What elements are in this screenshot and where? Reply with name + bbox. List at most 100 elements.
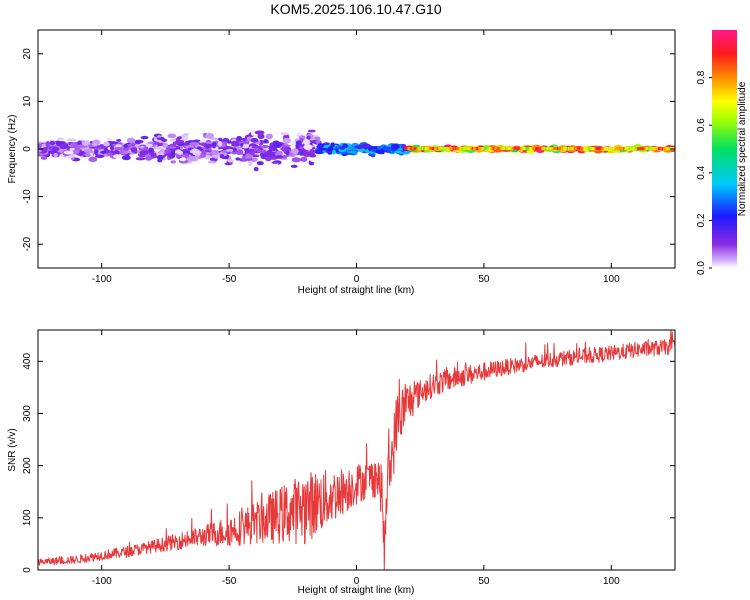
- spectrogram-cell: [130, 147, 138, 153]
- spectrogram-cell: [84, 152, 91, 158]
- spectrogram-cell: [211, 149, 219, 156]
- spectrogram-cell: [275, 150, 283, 157]
- spectrogram-cell: [66, 138, 77, 142]
- spectrogram-cell: [232, 147, 237, 152]
- spectrogram-cell: [633, 144, 642, 148]
- spectrogram-cell: [282, 137, 291, 144]
- snr-frame: [37, 329, 676, 571]
- spectrogram-cell: [309, 149, 316, 154]
- spectrogram-cell: [140, 135, 149, 140]
- spectrogram-ylabel: Frequency (Hz): [7, 115, 18, 184]
- spectrogram-cell: [271, 161, 279, 164]
- snr-series-line: [38, 330, 675, 570]
- snr-panel: -100 -50 0 50 100 0 100 200 300 400 Height of str…: [7, 329, 676, 596]
- spectrogram-cell: [176, 150, 184, 155]
- spectrogram-cell: [189, 142, 199, 146]
- spectrogram-cell: [331, 149, 336, 155]
- spectrogram-ytick-label: -10: [22, 189, 33, 204]
- spectrogram-cell: [526, 149, 535, 154]
- spectrogram-cell: [91, 142, 97, 147]
- spectrogram-cell: [196, 146, 202, 150]
- spectrogram-xtick-label: -50: [222, 274, 237, 285]
- snr-xtick-label: 0: [354, 576, 360, 587]
- spectrogram-cell: [308, 154, 317, 158]
- spectrogram-cell: [299, 138, 304, 142]
- spectrogram-cell: [179, 157, 187, 162]
- spectrogram-cell: [248, 160, 253, 167]
- spectrogram-cell: [116, 138, 122, 142]
- spectrogram-cell: [66, 146, 71, 150]
- spectrogram-cell: [199, 142, 208, 146]
- spectrogram-ytick-label: 0: [22, 146, 33, 152]
- spectrogram-cell: [88, 156, 98, 163]
- spectrogram-cell: [302, 139, 311, 145]
- spectrogram-cell: [235, 157, 241, 161]
- spectrogram-cell: [81, 141, 91, 146]
- spectrogram-cell: [299, 150, 304, 156]
- spectrogram-cell: [161, 138, 168, 142]
- spectrogram-cell: [268, 146, 277, 150]
- spectrogram-cell: [249, 151, 255, 156]
- spectrogram-cell: [65, 155, 74, 159]
- spectrogram-cell: [241, 138, 247, 141]
- spectrogram-cell: [307, 129, 316, 133]
- spectrogram-cell: [205, 141, 214, 144]
- spectrogram-cell: [236, 149, 244, 156]
- spectrogram-cell: [212, 142, 217, 146]
- spectrogram-cell: [219, 139, 229, 143]
- spectrogram-cell: [138, 145, 145, 149]
- spectrogram-cell: [257, 133, 265, 140]
- spectrogram-cell: [139, 150, 149, 156]
- spectrogram-cell: [327, 146, 334, 152]
- spectrogram-cell: [356, 144, 364, 150]
- spectrogram-cell: [375, 148, 386, 155]
- spectrogram-cell: [280, 132, 290, 136]
- spectrogram-cell: [110, 141, 119, 144]
- snr-ytick-label: 100: [22, 509, 33, 526]
- spectrogram-cell: [227, 158, 234, 163]
- spectrogram-cell: [220, 158, 227, 164]
- colorbar-ticks: 0.0 0.2 0.4 0.6 0.8: [696, 70, 712, 275]
- colorbar-label: Normalized spectral amplitude: [737, 81, 748, 216]
- spectrogram-cell: [383, 147, 393, 152]
- spectrogram-cell: [207, 160, 217, 164]
- colorbar-gradient: [712, 30, 737, 268]
- spectrogram-cell: [290, 164, 298, 168]
- spectrogram-cell: [98, 146, 105, 149]
- snr-ylabel: SNR (v/v): [7, 428, 18, 471]
- snr-xtick-label: -100: [92, 576, 112, 587]
- spectrogram-marks: [38, 129, 675, 172]
- spectrogram-ytick-label: 10: [22, 95, 33, 107]
- snr-ytick-label: 400: [22, 353, 33, 370]
- spectrogram-ytick-label: -20: [22, 237, 33, 252]
- spectrogram-cell: [390, 148, 397, 152]
- spectrogram-xtick-label: 100: [603, 274, 620, 285]
- spectrogram-cell: [130, 142, 136, 147]
- spectrogram-cell: [330, 142, 335, 148]
- spectrogram-cell: [250, 137, 259, 143]
- spectrogram-cell: [265, 133, 273, 140]
- spectrogram-cell: [217, 140, 223, 147]
- spectrogram-cell: [152, 152, 157, 157]
- spectrogram-cell: [123, 144, 128, 148]
- spectrogram-ytick-label: 20: [22, 48, 33, 60]
- spectrogram-cell: [177, 136, 182, 140]
- spectrogram-cell: [377, 145, 382, 150]
- spectrogram-cell: [106, 138, 112, 141]
- spectrogram-cell: [395, 150, 402, 154]
- spectrogram-cell: [190, 148, 200, 154]
- snr-xtick-label: 50: [478, 576, 490, 587]
- snr-axes: -100 -50 0 50 100 0 100 200 300 400: [22, 330, 675, 587]
- spectrogram-cell: [129, 152, 135, 155]
- spectrogram-cell: [265, 157, 272, 162]
- spectrogram-cell: [94, 154, 105, 159]
- spectrogram-cell: [295, 140, 302, 146]
- spectrogram-cell: [205, 144, 210, 149]
- spectrogram-cell: [370, 153, 376, 158]
- spectrogram-cell: [100, 150, 107, 155]
- spectrogram-cell: [144, 156, 153, 161]
- spectrogram-cell: [254, 130, 265, 135]
- colorbar-tick-label: 0.0: [696, 261, 707, 275]
